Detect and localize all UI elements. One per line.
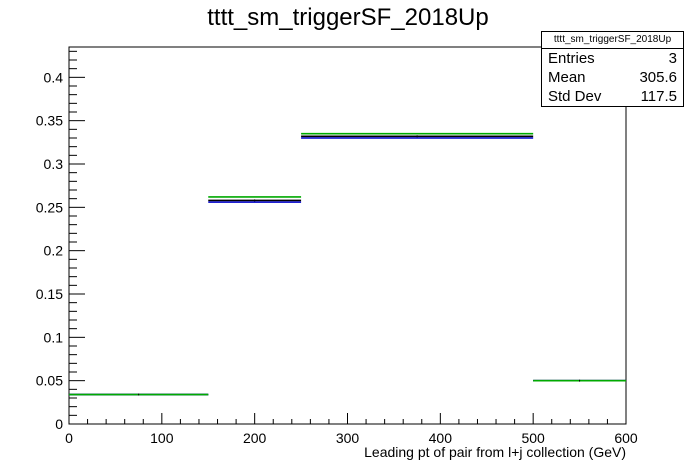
- stats-entries-label: Entries: [548, 50, 595, 67]
- stats-mean-value: 305.6: [639, 69, 677, 86]
- y-axis: 0 0.05 0.1 0.15 0.2 0.25 0.3 0.35 0.4: [36, 50, 85, 432]
- stats-row-mean: Mean 305.6: [542, 68, 683, 87]
- stats-box-title: tttt_sm_triggerSF_2018Up: [542, 32, 683, 49]
- x-axis-label: Leading pt of pair from l+j collection (…: [364, 444, 626, 460]
- x-tick-label: 0: [65, 430, 73, 446]
- stats-row-entries: Entries 3: [542, 49, 683, 68]
- y-tick-label: 0.35: [36, 113, 63, 129]
- y-tick-label: 0.3: [44, 156, 64, 172]
- x-axis: 0 100 200 300 400 500 600: [65, 413, 638, 446]
- y-tick-label: 0.25: [36, 199, 63, 215]
- y-tick-label: 0: [55, 416, 63, 432]
- y-tick-label: 0.05: [36, 373, 63, 389]
- y-tick-label: 0.15: [36, 286, 63, 302]
- y-tick-label: 0.2: [44, 243, 64, 259]
- chart-title: tttt_sm_triggerSF_2018Up: [207, 4, 489, 31]
- x-tick-label: 300: [336, 430, 360, 446]
- x-tick-label: 400: [429, 430, 453, 446]
- y-tick-label: 0.4: [44, 69, 64, 85]
- y-tick-label: 0.1: [44, 329, 64, 345]
- x-tick-label: 200: [243, 430, 267, 446]
- stats-stddev-value: 117.5: [640, 88, 677, 105]
- x-tick-label: 600: [614, 430, 638, 446]
- stats-box: tttt_sm_triggerSF_2018Up Entries 3 Mean …: [541, 31, 684, 107]
- stats-entries-value: 3: [668, 50, 677, 67]
- x-tick-label: 500: [521, 430, 545, 446]
- stats-stddev-label: Std Dev: [548, 88, 602, 105]
- histogram-bins: [69, 132, 626, 396]
- x-tick-label: 100: [150, 430, 174, 446]
- stats-mean-label: Mean: [548, 69, 586, 86]
- stats-row-stddev: Std Dev 117.5: [542, 87, 683, 106]
